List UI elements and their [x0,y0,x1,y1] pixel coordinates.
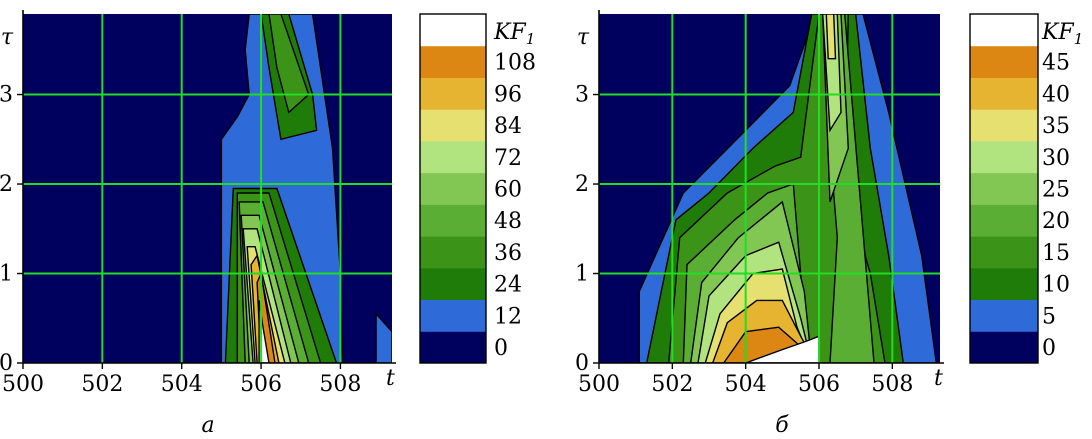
colorbar-label-84: 84 [494,114,522,139]
colorbar-swatch-8 [420,77,486,110]
y-tick-label-3: 3 [0,83,13,108]
colorbar-swatch-10 [420,14,486,47]
colorbar-label-48: 48 [494,209,522,234]
x-tick-label-504: 504 [161,372,203,397]
colorbar-swatch-8 [970,77,1038,110]
colorbar: 0 5 10 15 20 25 30 35 40 45 KF1 [969,13,1083,364]
colorbar-label-0: 0 [494,336,508,361]
colorbar-label-20: 20 [1042,209,1070,234]
colorbar-label-45: 45 [1042,51,1070,76]
colorbar-swatch-7 [970,109,1038,142]
x-axis-label: t [386,366,395,391]
contour-region-1 [375,311,392,363]
colorbar-title-subscript: 1 [526,30,536,48]
colorbar-title: KF1 [1041,20,1083,48]
colorbar-swatch-3 [970,236,1038,269]
colorbar-swatch-9 [970,45,1038,78]
y-axis-label: τ [577,25,590,50]
y-tick-label-3: 3 [575,83,589,108]
colorbar-swatch-4 [420,204,486,237]
colorbar-swatch-0 [420,331,486,364]
x-tick-label-506: 506 [798,372,840,397]
grid-lines [23,14,392,363]
colorbar-swatch-5 [970,172,1038,205]
colorbar-label-10: 10 [1042,273,1070,298]
contour-region-9 [825,14,837,60]
colorbar-swatch-10 [970,14,1038,47]
colorbar-title-subscript: 1 [1074,30,1084,48]
y-tick-label-0: 0 [0,351,13,376]
x-tick-label-508: 508 [319,372,361,397]
colorbar-frame [419,13,487,364]
x-tick-label-500: 500 [578,372,620,397]
colorbar-label-24: 24 [494,273,522,298]
y-axis-label: τ [1,25,14,50]
colorbar-label-36: 36 [494,241,522,266]
contour-region-4 [268,14,310,114]
colorbar-swatch-1 [420,299,486,332]
contour-regions [220,14,392,363]
colorbar: 0 12 24 36 48 60 72 84 96 108 KF1 [419,13,536,364]
colorbar-swatch-6 [420,140,486,174]
y-tick-label-1: 1 [575,262,589,287]
colorbar-swatch-9 [420,45,486,78]
x-tick-label-506: 506 [240,372,282,397]
panel-a-label: а [201,413,214,438]
colorbar-swatch-3 [420,236,486,269]
grid-lines [599,14,940,363]
colorbar-label-30: 30 [1042,146,1070,171]
colorbar-label-0: 0 [1042,336,1056,361]
panel-a: 500 502 504 506 5080123tτ0122436486072849610… [0,10,536,397]
y-tick-label-0: 0 [575,351,589,376]
colorbar-label-96: 96 [494,82,522,107]
colorbar-label-15: 15 [1042,241,1070,266]
x-axis-label: t [934,366,943,391]
y-tick-label-2: 2 [575,172,589,197]
colorbar-swatch-0 [970,331,1038,364]
x-tick-label-502: 502 [81,372,123,397]
colorbar-swatch-5 [420,172,486,205]
contour-region-12 [745,335,820,363]
colorbar-frame [969,13,1039,364]
colorbar-label-72: 72 [494,146,522,171]
colorbar-swatch-6 [970,140,1038,174]
colorbar-swatch-2 [970,267,1038,301]
y-tick-label-2: 2 [0,172,13,197]
x-tick-label-502: 502 [651,372,693,397]
colorbar-swatch-4 [970,204,1038,237]
x-tick-label-504: 504 [725,372,767,397]
x-tick-label-508: 508 [871,372,913,397]
panel-b: 500 502 504 506 508 0 1 2 3 t τ 0 5 10 15 20 25 30 35 40 45 K… [575,10,1083,397]
colorbar-label-25: 25 [1042,178,1070,203]
y-tick-label-1: 1 [0,262,13,287]
x-tick-label-500: 500 [2,372,44,397]
colorbar-swatch-7 [420,109,486,142]
colorbar-label-5: 5 [1042,304,1056,329]
colorbar-swatch-2 [420,267,486,301]
contour-regions [638,14,938,363]
colorbar-swatch-1 [970,299,1038,332]
colorbar-title: KF1 [493,20,535,48]
colorbar-label-108: 108 [494,51,536,76]
panel-b-label: б [775,413,789,438]
colorbar-label-35: 35 [1042,114,1070,139]
colorbar-label-60: 60 [494,178,522,203]
colorbar-label-40: 40 [1042,82,1070,107]
colorbar-label-12: 12 [494,304,522,329]
